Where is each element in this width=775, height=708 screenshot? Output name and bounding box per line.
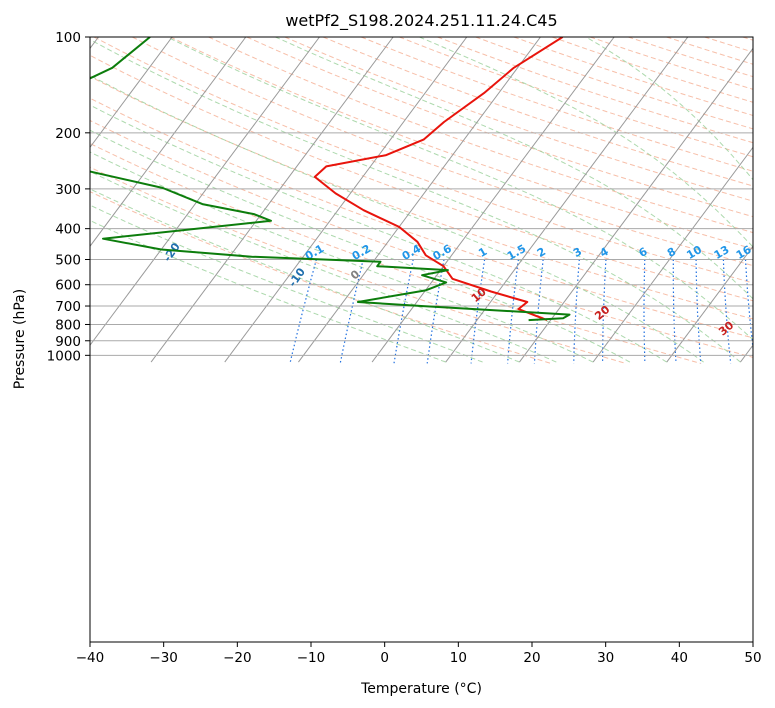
isotherm-line: [150, 37, 394, 363]
mixing-ratio-label: 8: [665, 245, 678, 260]
x-tick-label: −20: [223, 650, 252, 666]
y-tick-label: 100: [55, 30, 81, 46]
isotherm-line: [666, 245, 753, 363]
dry-adiabat: [132, 37, 753, 267]
mixing-ratio-line: [393, 259, 414, 364]
x-tick-label: −10: [297, 650, 326, 666]
moist-adiabat: [90, 104, 668, 363]
dry-adiabat: [322, 37, 753, 187]
moist-adiabat: [90, 170, 557, 363]
x-tick-label: −30: [149, 650, 178, 666]
y-tick-label: 800: [55, 317, 81, 333]
isotherm-line: [592, 146, 753, 363]
x-tick-label: −40: [76, 650, 105, 666]
y-tick-label: 200: [55, 126, 81, 142]
dry-adiabat: [475, 37, 753, 130]
moist-adiabat: [90, 204, 483, 363]
moist-adiabat: [90, 74, 704, 363]
isotherm-line: [371, 37, 615, 363]
y-tick-label: 1000: [47, 348, 81, 364]
dry-adiabat: [90, 191, 552, 364]
moist-adiabat: [585, 37, 753, 181]
isobar-grid: [90, 37, 753, 356]
mixing-ratio-line: [289, 259, 317, 364]
dry-adiabat: [551, 37, 753, 103]
x-tick-label: 40: [671, 650, 688, 666]
dry-adiabat: [93, 37, 753, 284]
mixing-ratio-line: [695, 259, 702, 364]
mixing-ratio-line: [426, 259, 445, 364]
profiles: [90, 37, 571, 322]
dewpoint-line: [90, 37, 571, 322]
y-axis-label: Pressure (hPa): [12, 289, 28, 389]
dry-adiabat: [90, 97, 753, 339]
moist-adiabat: [90, 38, 741, 363]
mixing-ratio-label: 4: [598, 245, 611, 260]
dry-adiabat: [590, 37, 753, 90]
dry-adiabat: [90, 54, 753, 302]
y-tick-label: 300: [55, 182, 81, 198]
y-tick-label: 700: [55, 299, 81, 315]
mixing-ratio-label: 3: [571, 245, 584, 260]
isotherm-line: [519, 47, 753, 363]
x-tick-label: 0: [380, 650, 389, 666]
dry-adiabat: [90, 166, 627, 364]
isotherm-line: [90, 37, 320, 347]
x-axis-label: Temperature (°C): [360, 681, 482, 697]
isotherm-line: [298, 37, 541, 363]
y-tick-label: 400: [55, 222, 81, 238]
moist-adiabat: [90, 219, 446, 363]
dry-adiabat: [742, 37, 753, 41]
x-tick-label: 30: [597, 650, 614, 666]
isotherm-line: [90, 37, 173, 149]
isotherm-line: [740, 344, 753, 363]
dry-adiabat: [399, 37, 753, 158]
axes-ticks: −40 −30 −20 −10 0 10 20 30 40 5010020030040050060…: [47, 30, 762, 666]
moist-adiabat: [90, 188, 520, 363]
plot-frame: [89, 36, 754, 643]
y-tick-label: 900: [55, 334, 81, 350]
isotherm-line: [445, 37, 689, 363]
dry-adiabat: [284, 37, 753, 202]
mixing-ratio-line: [770, 260, 775, 364]
dry-adiabat: [246, 37, 753, 218]
moist-adiabats: [90, 37, 753, 363]
moist-adiabat: [90, 151, 594, 363]
x-tick-label: 10: [450, 650, 467, 666]
mixing-ratio-label: 1: [476, 245, 489, 260]
y-tick-label: 600: [55, 278, 81, 294]
temperature-line: [313, 37, 564, 322]
chart-title: wetPf2_S198.2024.251.11.24.C45: [285, 11, 557, 31]
moist-adiabat: [90, 129, 631, 363]
dry-adiabat: [170, 37, 753, 250]
mixing-ratio-line: [470, 259, 486, 364]
mixing-ratio-line: [643, 259, 646, 364]
isotherm-line: [90, 37, 247, 248]
dry-adiabat-label: 0: [348, 267, 362, 282]
mixing-ratio-label: 2: [535, 245, 548, 260]
dry-adiabat: [90, 142, 701, 364]
dry-adiabat-label: 30: [716, 318, 736, 338]
moist-adiabat: [419, 37, 753, 248]
dry-adiabat: [208, 37, 753, 234]
y-tick-label: 500: [55, 253, 81, 269]
x-tick-label: 50: [744, 650, 761, 666]
dry-adiabat-label: -10: [286, 265, 308, 289]
dry-adiabat: [704, 37, 753, 53]
dry-adiabat: [666, 37, 753, 65]
moist-adiabat: [167, 37, 753, 341]
x-tick-label: 20: [523, 650, 540, 666]
